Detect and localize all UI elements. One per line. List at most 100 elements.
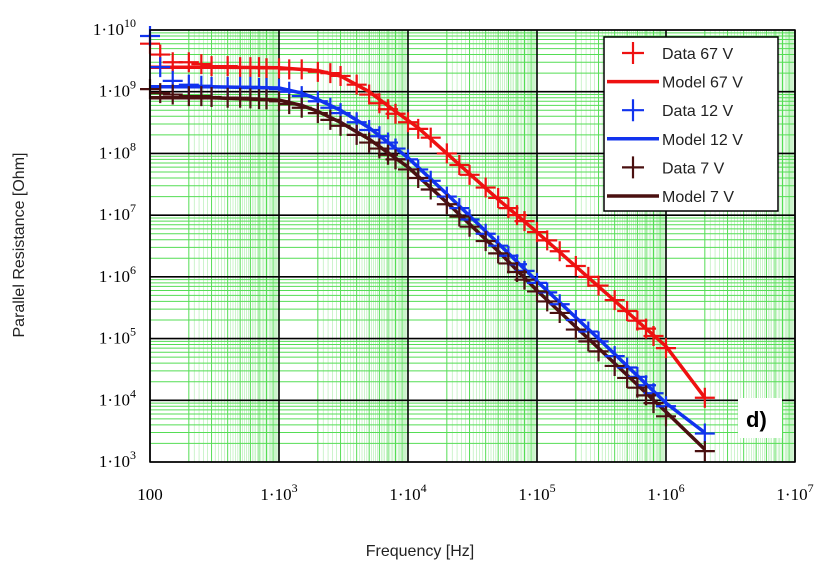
legend-marker xyxy=(622,99,644,122)
data-point-data-67-v xyxy=(537,230,558,251)
legend: Data 67 V Model 67 V Data 12 V Model 12 V Da… xyxy=(603,36,779,212)
data-point-data-67-v xyxy=(694,387,715,408)
data-point-data-7-v xyxy=(256,89,277,110)
data-point-data-7-v xyxy=(359,132,380,153)
data-point-data-67-v xyxy=(178,52,199,73)
data-point-data-67-v xyxy=(656,338,676,359)
data-point-data-7-v xyxy=(694,441,715,462)
legend-marker xyxy=(622,42,644,64)
y-tick-label: 1·107 xyxy=(99,201,136,224)
data-point-data-67-v xyxy=(449,154,470,175)
data-point-data-67-v xyxy=(330,65,351,86)
data-point-data-7-v xyxy=(269,91,289,112)
x-tick-label: 1·103 xyxy=(260,481,297,504)
x-tick-label: 100 xyxy=(137,485,163,504)
y-tick-label: 1·108 xyxy=(99,139,136,162)
legend-label: Data 67 V xyxy=(662,46,733,63)
data-point-data-67-v xyxy=(320,63,341,84)
data-point-data-7-v xyxy=(617,367,638,388)
data-point-data-7-v xyxy=(475,231,496,252)
data-point-data-7-v xyxy=(604,355,625,376)
x-tick-label: 1·105 xyxy=(518,481,555,504)
data-point-data-67-v xyxy=(475,177,496,198)
data-point-data-67-v xyxy=(514,211,535,232)
y-tick-label: 1·109 xyxy=(99,78,136,101)
y-tick-label: 1·104 xyxy=(99,386,136,409)
data-point-data-12-v xyxy=(694,423,715,444)
legend-label: Model 12 V xyxy=(662,132,743,149)
legend-label: Model 67 V xyxy=(662,75,743,92)
data-point-data-67-v xyxy=(420,127,441,148)
data-point-data-67-v xyxy=(604,290,625,311)
data-point-data-67-v xyxy=(488,187,509,208)
data-point-data-67-v xyxy=(359,84,380,105)
data-point-data-67-v xyxy=(436,143,457,164)
data-point-data-7-v xyxy=(578,331,599,352)
data-point-data-7-v xyxy=(291,97,312,118)
data-point-data-7-v xyxy=(643,393,664,414)
data-point-data-67-v xyxy=(459,164,480,185)
legend-label: Data 12 V xyxy=(662,103,733,120)
legend-box xyxy=(603,36,779,212)
y-tick-label: 1·1010 xyxy=(93,16,136,39)
data-point-data-67-v xyxy=(527,222,547,243)
data-point-data-7-v xyxy=(514,269,535,290)
data-point-data-7-v xyxy=(279,94,300,115)
data-point-data-67-v xyxy=(307,61,328,82)
data-point-data-7-v xyxy=(449,206,470,227)
legend-label: Data 7 V xyxy=(662,160,725,177)
data-point-data-7-v xyxy=(488,243,509,264)
data-point-data-67-v xyxy=(578,266,599,287)
data-point-data-67-v xyxy=(269,58,289,79)
data-point-data-7-v xyxy=(527,281,547,302)
data-point-data-67-v xyxy=(291,59,312,80)
data-point-data-7-v xyxy=(549,302,570,323)
legend-label: Model 7 V xyxy=(662,189,734,206)
y-tick-label: 1·105 xyxy=(99,325,136,348)
data-point-data-7-v xyxy=(307,103,328,124)
data-point-data-7-v xyxy=(320,109,341,130)
data-point-data-67-v xyxy=(398,112,418,133)
y-tick-label: 1·103 xyxy=(99,448,136,471)
data-point-data-7-v xyxy=(537,291,558,312)
data-point-data-7-v xyxy=(398,159,418,180)
data-point-data-7-v xyxy=(565,319,586,340)
data-point-data-7-v xyxy=(150,83,171,104)
x-tick-label: 1·107 xyxy=(776,481,813,504)
data-point-data-7-v xyxy=(588,341,609,362)
data-point-data-67-v xyxy=(643,326,664,347)
data-point-data-7-v xyxy=(498,253,519,274)
y-tick-labels: 1·103 1·104 1·105 1·106 1·107 1·108 1·109 1·101… xyxy=(93,16,136,471)
data-point-data-67-v xyxy=(627,310,648,331)
panel-label: d) xyxy=(746,407,767,432)
data-point-data-67-v xyxy=(346,74,367,95)
data-point-data-7-v xyxy=(408,167,429,188)
panel-label-box: d) xyxy=(738,398,782,438)
data-point-data-67-v xyxy=(565,255,586,276)
data-point-data-7-v xyxy=(330,115,351,136)
plot-frame xyxy=(149,29,796,463)
x-axis-label: Frequency [Hz] xyxy=(366,543,474,560)
data-point-data-67-v xyxy=(617,300,638,321)
data-point-data-7-v xyxy=(459,216,480,237)
data-point-data-67-v xyxy=(191,54,212,75)
data-point-data-12-v xyxy=(150,57,171,78)
x-tick-label: 1·104 xyxy=(389,481,426,504)
data-point-data-7-v xyxy=(385,149,406,170)
y-tick-label: 1·106 xyxy=(99,263,136,286)
data-point-data-7-v xyxy=(656,406,676,427)
data-point-data-7-v xyxy=(436,194,457,215)
data-point-data-67-v xyxy=(549,241,570,262)
data-point-data-7-v xyxy=(162,84,183,105)
y-axis-label: Parallel Resistance [Ohm] xyxy=(11,153,28,338)
data-point-data-67-v xyxy=(408,118,429,139)
legend-marker xyxy=(622,156,644,179)
data-point-data-7-v xyxy=(420,179,441,200)
data-markers xyxy=(140,25,715,462)
data-point-data-7-v xyxy=(346,124,367,145)
x-tick-label: 1·106 xyxy=(647,481,684,504)
data-point-data-67-v xyxy=(385,103,406,124)
panel-label-background xyxy=(738,398,782,438)
data-point-data-67-v xyxy=(588,275,609,296)
